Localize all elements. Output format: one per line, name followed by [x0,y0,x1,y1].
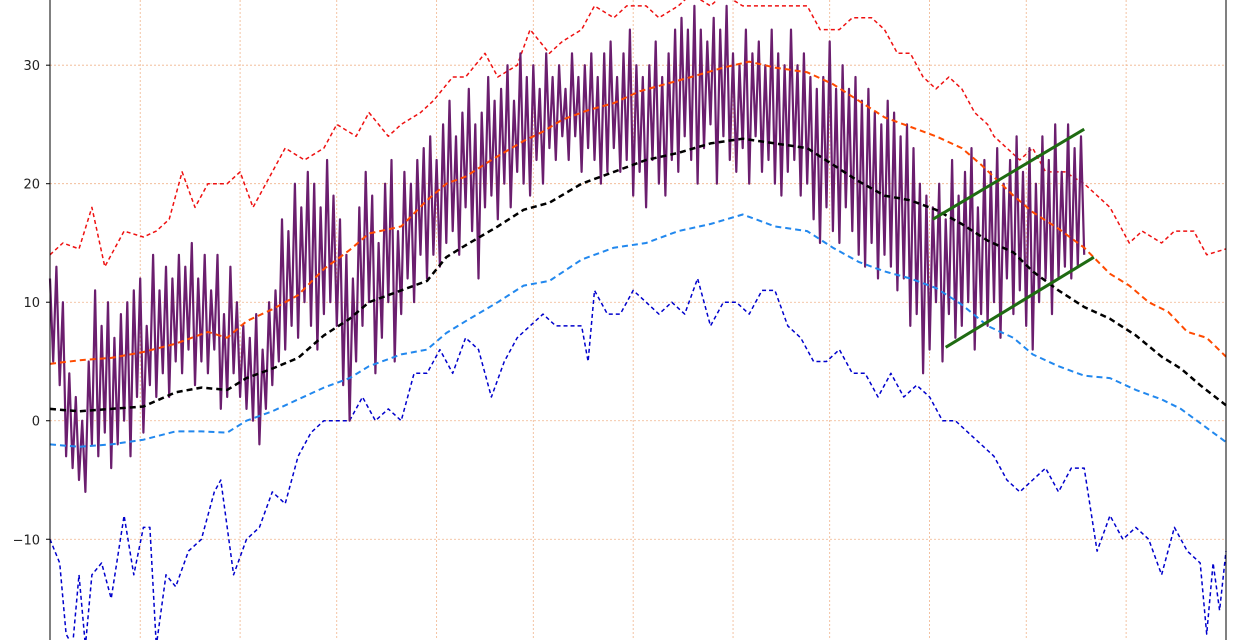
plot-area [48,0,1227,640]
series-average-min [49,213,1227,448]
series-daily-observed [48,4,1086,493]
y-tick-label: 30 [23,59,40,74]
series-trend-upper [932,127,1085,221]
y-axis: −10 0 10 20 30 [13,59,50,548]
axes-frame [49,0,1227,640]
series-record-max [49,0,1227,268]
series-trend-lower [944,255,1095,349]
y-tick-label: 0 [32,415,40,430]
series-record-min [49,277,1227,640]
y-tick-label: −10 [13,533,40,548]
y-tick-label: 20 [23,178,40,193]
y-tick-label: 10 [23,296,40,311]
series-average-max [49,60,1227,365]
